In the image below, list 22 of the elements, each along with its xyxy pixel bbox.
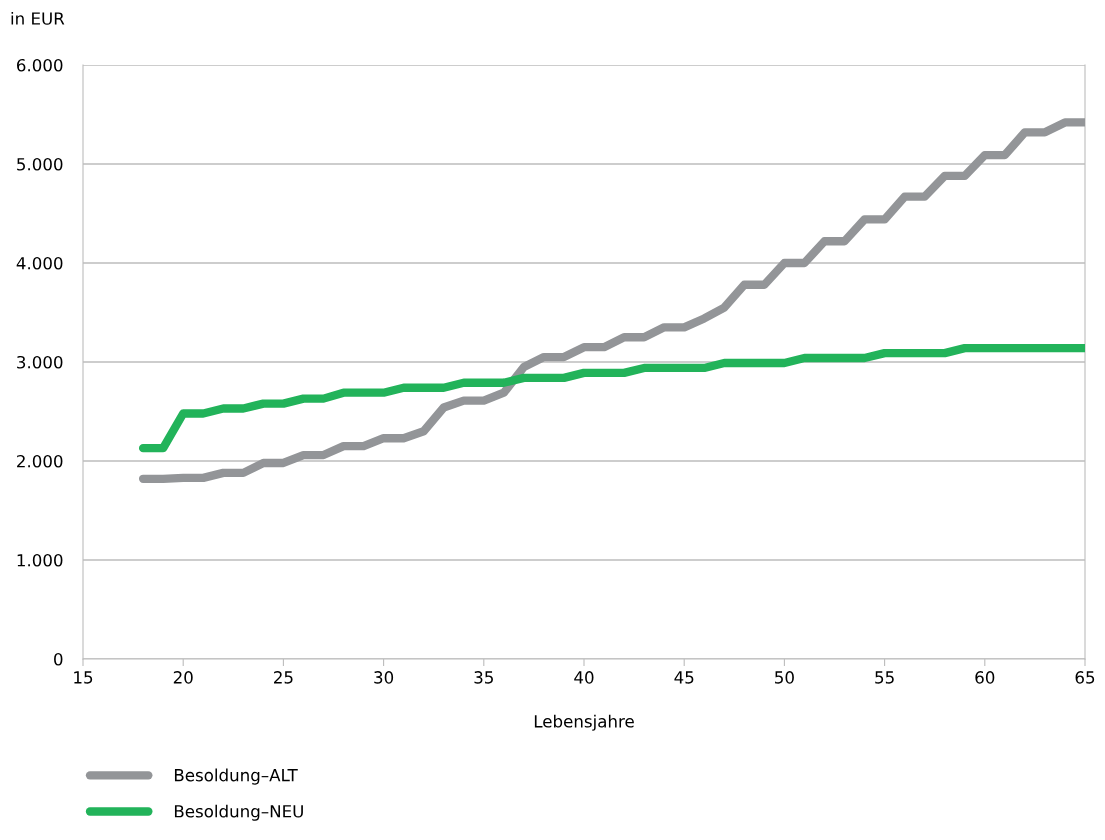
- legend-label: Besoldung–ALT: [174, 768, 298, 785]
- y-tick-label: 6.000: [17, 58, 63, 72]
- x-tick-label: 15: [74, 671, 93, 684]
- x-tick-label: 20: [173, 671, 193, 684]
- x-axis-title: Lebensjahre: [534, 714, 634, 731]
- x-tick-label: 55: [875, 671, 894, 684]
- y-tick-label: 4.000: [16, 256, 63, 270]
- x-tick-label: 60: [975, 671, 995, 684]
- x-tick-label: 35: [474, 671, 493, 684]
- y-tick-label: 5.000: [17, 157, 63, 171]
- x-tick-label: 25: [274, 671, 293, 684]
- y-tick-label: 1.000: [17, 553, 63, 567]
- x-tick-label: 45: [674, 671, 694, 684]
- legend-label: Besoldung–NEU: [174, 804, 303, 821]
- x-tick-label: 40: [574, 671, 594, 684]
- y-tick-label: 0: [54, 652, 63, 666]
- y-tick-label: 2.000: [17, 454, 63, 468]
- x-tick-label: 65: [1075, 671, 1095, 684]
- y-axis-title: in EUR: [11, 11, 65, 25]
- y-tick-label: 3.000: [17, 355, 63, 369]
- x-tick-label: 50: [775, 671, 794, 684]
- x-tick-label: 30: [374, 671, 394, 684]
